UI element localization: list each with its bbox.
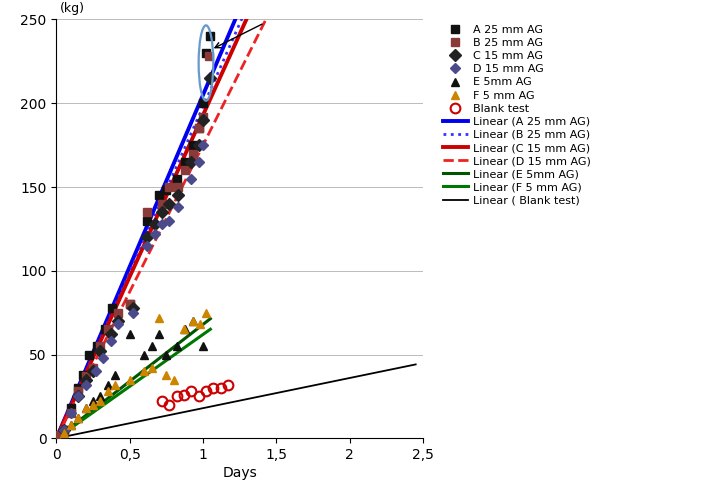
Text: Water loss·10³
(kg): Water loss·10³ (kg) <box>60 0 150 15</box>
X-axis label: Days: Days <box>222 466 257 480</box>
Legend: A 25 mm AG, B 25 mm AG, C 15 mm AG, D 15 mm AG, E 5mm AG, F 5 mm AG, Blank test,: A 25 mm AG, B 25 mm AG, C 15 mm AG, D 15… <box>443 25 591 206</box>
